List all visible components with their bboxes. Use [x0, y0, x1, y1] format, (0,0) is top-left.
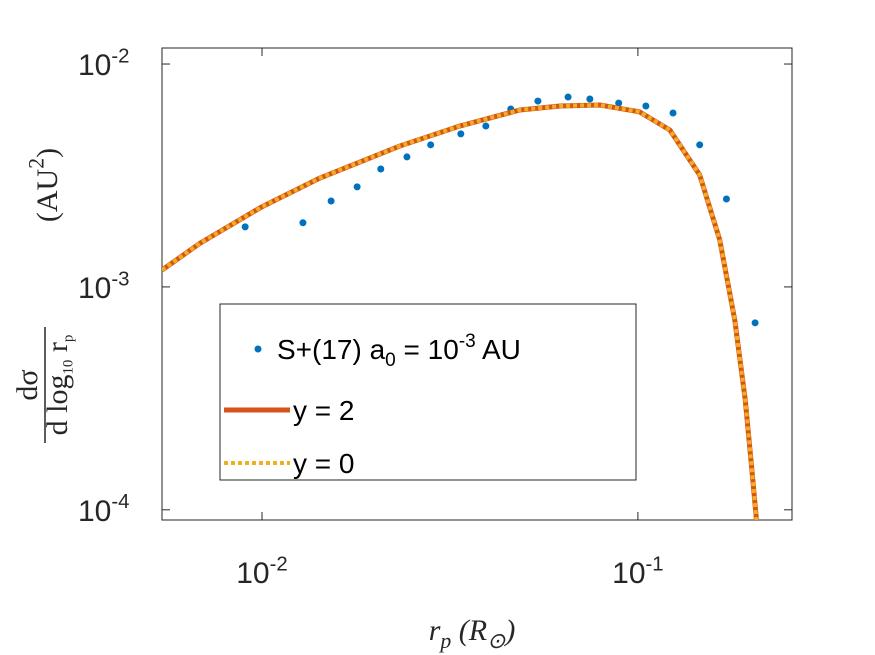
data-point — [327, 197, 335, 205]
data-point — [615, 99, 623, 107]
data-point — [534, 97, 542, 105]
legend: S+(17) a0 = 10-3 AU y = 2 y = 0 — [219, 303, 637, 481]
legend-label: S+(17) a0 = 10-3 AU — [277, 331, 521, 371]
data-point — [241, 223, 249, 231]
x-tick-label: 10-2 — [236, 553, 288, 590]
data-point — [722, 195, 730, 203]
overlay: 10-2 10-1 10-4 10-3 10-2 rp (R⊙) dσd log10 rp (… — [11, 45, 792, 653]
legend-label: y = 0 — [293, 448, 354, 479]
x-axis-label: rp (R⊙) — [429, 614, 516, 653]
data-point — [696, 141, 704, 149]
data-point — [427, 141, 435, 149]
data-point — [403, 153, 411, 161]
y-label-unit: (AU2) — [25, 148, 64, 222]
data-point — [642, 102, 650, 110]
legend-label: y = 2 — [293, 395, 354, 426]
legend-marker — [254, 345, 262, 353]
y-tick-label: 10-2 — [78, 45, 130, 82]
data-point — [482, 122, 490, 130]
y-tick-label: 10-4 — [78, 491, 130, 528]
y-tick-label: 10-3 — [78, 268, 130, 305]
legend-box — [219, 303, 637, 481]
x-tick-label: 10-1 — [612, 553, 664, 590]
data-point — [377, 165, 385, 173]
y-label-denominator: d log10 rp — [41, 335, 77, 436]
data-point — [457, 130, 465, 138]
data-point — [586, 95, 594, 103]
data-line — [162, 102, 759, 520]
data-point — [299, 219, 307, 227]
data-point — [669, 109, 677, 117]
data-point — [564, 93, 572, 101]
plot-layer — [162, 93, 759, 520]
y-label-numerator: dσ — [11, 369, 44, 400]
data-point — [751, 319, 759, 327]
data-point — [353, 183, 361, 191]
y-axis-label: dσd log10 rp (AU2) — [11, 148, 77, 443]
